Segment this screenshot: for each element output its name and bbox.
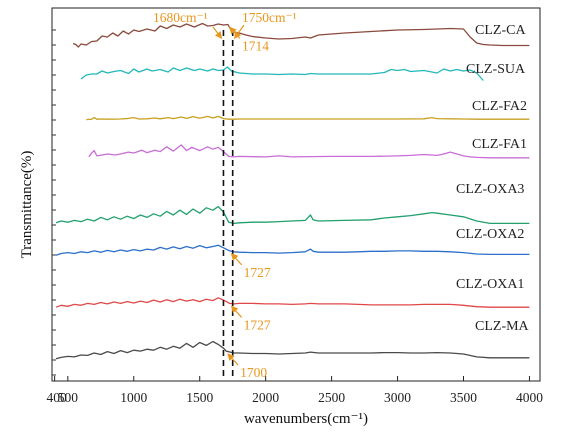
x-tick-label: 400 (47, 390, 68, 405)
series-line-clz-ma (55, 340, 530, 360)
series-line-clz-sua (80, 66, 484, 81)
peak-label-1727: 1727 (244, 265, 271, 280)
series-label-clz-sua: CLZ-SUA (466, 62, 526, 77)
x-tick-label: 3500 (450, 390, 477, 405)
peak-label-1714: 1714 (242, 39, 269, 54)
x-axis-title: wavenumbers(cm⁻¹) (244, 411, 368, 427)
peak-label-1727: 1727 (244, 317, 271, 332)
peak-arrow-1727 (230, 252, 243, 266)
series-line-clz-ca (72, 22, 530, 48)
peak-arrow-1700 (227, 353, 239, 366)
series-label-clz-oxa1: CLZ-OXA1 (456, 277, 524, 292)
series-label-clz-ca: CLZ-CA (475, 23, 526, 38)
series-label-clz-oxa3: CLZ-OXA3 (456, 182, 524, 197)
peak-arrow-1714 (229, 26, 241, 39)
reference-label-1750: 1750cm⁻¹ (242, 10, 297, 25)
y-axis-title: Transmittance(%) (19, 151, 35, 259)
peak-arrow-1727 (230, 305, 243, 318)
series-label-clz-ma: CLZ-MA (475, 319, 530, 334)
series-line-clz-oxa1 (55, 297, 530, 308)
series-line-clz-fa2 (86, 115, 530, 121)
peak-label-1700: 1700 (240, 365, 267, 380)
reference-arrow-1750 (233, 24, 245, 39)
x-tick-label: 500 (58, 390, 79, 405)
series-label-clz-fa1: CLZ-FA1 (472, 137, 527, 152)
series-line-clz-fa1 (88, 144, 530, 159)
reference-arrow-1680 (212, 26, 223, 39)
x-tick-label: 3000 (384, 390, 411, 405)
series-label-clz-fa2: CLZ-FA2 (472, 99, 527, 114)
series-label-clz-oxa2: CLZ-OXA2 (456, 227, 524, 242)
x-tick-label: 1500 (186, 390, 213, 405)
series-line-clz-oxa2 (55, 244, 530, 256)
series-line-clz-oxa3 (55, 205, 530, 225)
x-tick-label: 4000 (516, 390, 543, 405)
x-tick-label: 1000 (120, 390, 147, 405)
x-tick-label: 2500 (318, 390, 345, 405)
reference-label-1680: 1680cm⁻¹ (153, 10, 208, 25)
x-tick-label: 2000 (252, 390, 279, 405)
